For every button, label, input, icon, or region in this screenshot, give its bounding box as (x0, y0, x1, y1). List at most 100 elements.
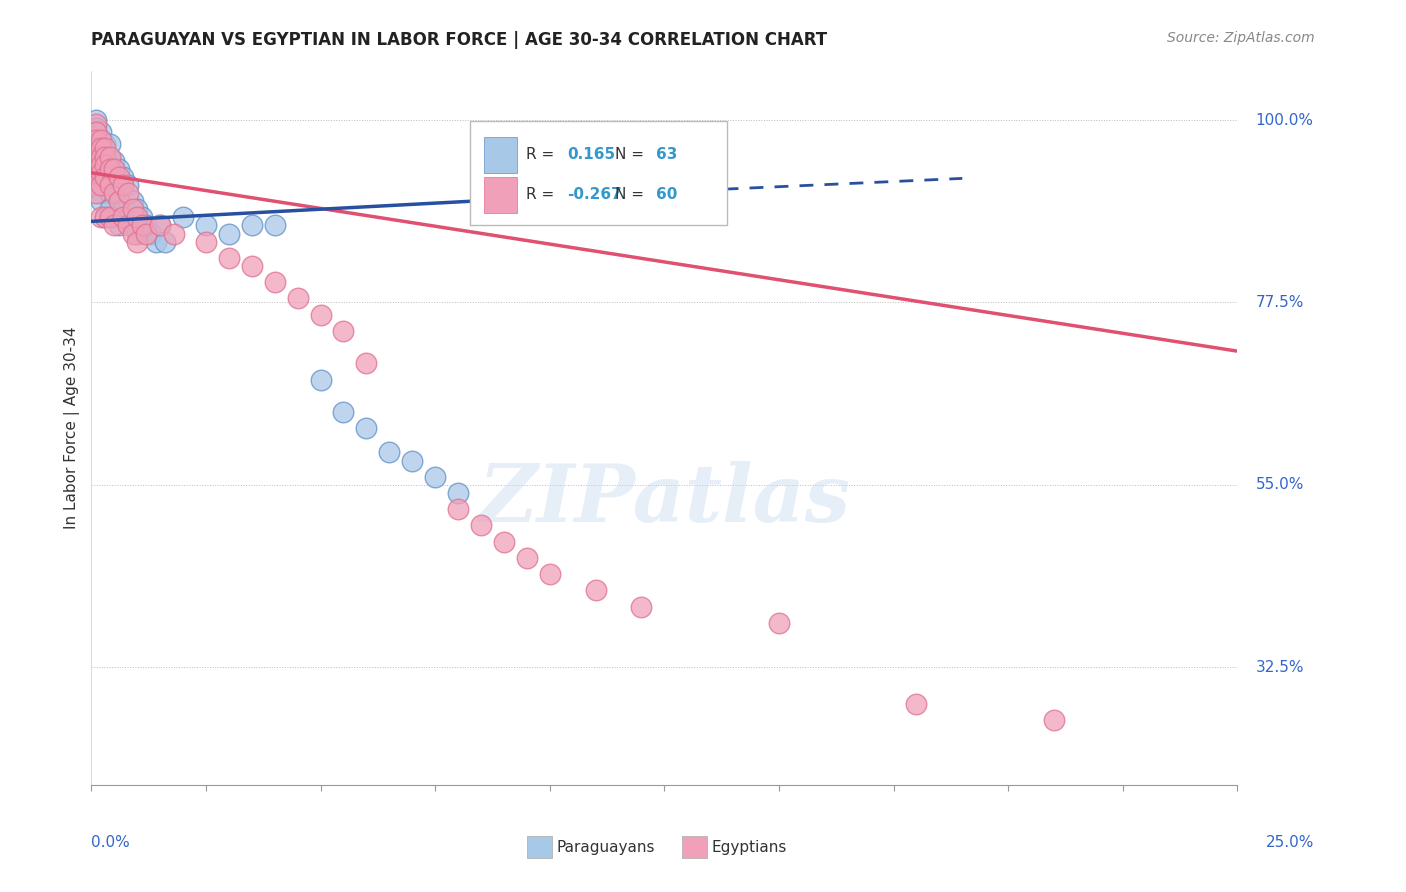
Point (108, 161, 131, 176)
Point (112, 178, 135, 192)
Bar (485, 177, 516, 212)
Point (356, 356, 378, 370)
Point (309, 308, 332, 322)
Point (98, 178, 121, 192)
Point (131, 219, 153, 233)
Point (90, 141, 112, 155)
Point (84, 133, 107, 147)
Point (117, 186, 139, 200)
Point (90, 149, 112, 163)
Point (240, 219, 263, 233)
Point (94, 211, 117, 225)
Point (194, 235, 217, 249)
Point (630, 599, 652, 614)
Point (84, 149, 107, 163)
Point (447, 486, 470, 500)
Point (98, 186, 121, 200)
Text: 32.5%: 32.5% (1256, 660, 1305, 675)
Text: 0.165: 0.165 (567, 147, 614, 162)
Point (127, 211, 149, 225)
Point (127, 227, 149, 241)
Point (84, 121, 107, 136)
Point (98, 153, 121, 168)
Point (1043, 713, 1066, 727)
Text: PARAGUAYAN VS EGYPTIAN IN LABOR FORCE | AGE 30-34 CORRELATION CHART: PARAGUAYAN VS EGYPTIAN IN LABOR FORCE | … (91, 31, 828, 49)
Point (84, 125, 107, 139)
Bar (485, 137, 516, 173)
Text: 60: 60 (657, 187, 678, 202)
Point (423, 470, 446, 484)
Point (356, 421, 378, 435)
Point (84, 169, 107, 184)
Point (401, 453, 423, 467)
Point (240, 259, 263, 273)
FancyBboxPatch shape (470, 121, 727, 225)
Point (98, 169, 121, 184)
Point (108, 186, 131, 200)
Point (94, 211, 117, 225)
Point (121, 219, 143, 233)
Text: Egyptians: Egyptians (711, 839, 787, 855)
Point (84, 166, 107, 180)
Point (90, 133, 112, 147)
Point (332, 405, 354, 419)
Point (516, 550, 538, 565)
Point (538, 567, 561, 582)
Point (84, 158, 107, 172)
Point (98, 137, 121, 152)
Text: 77.5%: 77.5% (1256, 295, 1303, 310)
Point (98, 149, 121, 163)
Point (94, 153, 117, 168)
Point (287, 292, 309, 306)
Point (309, 372, 332, 386)
Point (194, 219, 217, 233)
Point (108, 194, 131, 208)
Point (218, 227, 240, 241)
Point (84, 186, 107, 200)
Text: -0.267: -0.267 (567, 187, 621, 202)
Point (218, 251, 240, 265)
Point (84, 133, 107, 147)
Point (84, 149, 107, 163)
Point (108, 169, 131, 184)
Point (84, 137, 107, 152)
Point (103, 153, 125, 168)
Point (90, 158, 112, 172)
Point (94, 158, 117, 172)
Point (768, 615, 790, 630)
Point (103, 211, 125, 225)
Point (127, 202, 149, 217)
Point (84, 113, 107, 128)
Y-axis label: In Labor Force | Age 30-34: In Labor Force | Age 30-34 (65, 326, 80, 530)
Point (90, 149, 112, 163)
Point (378, 445, 401, 459)
Text: N =: N = (614, 147, 650, 162)
Point (94, 145, 117, 160)
Point (905, 697, 928, 711)
Point (90, 166, 112, 180)
Point (131, 211, 153, 225)
Point (84, 141, 107, 155)
Point (139, 227, 162, 241)
Point (112, 211, 135, 225)
Point (121, 227, 143, 241)
Point (90, 211, 112, 225)
Point (135, 227, 157, 241)
Point (145, 235, 167, 249)
Point (135, 219, 157, 233)
Point (117, 178, 139, 192)
Point (585, 583, 607, 598)
Point (103, 219, 125, 233)
Point (94, 141, 117, 155)
Point (90, 141, 112, 155)
Point (98, 161, 121, 176)
Point (84, 158, 107, 172)
Point (263, 219, 285, 233)
Text: Paraguayans: Paraguayans (557, 839, 655, 855)
Point (163, 227, 186, 241)
Point (84, 174, 107, 188)
Point (90, 133, 112, 147)
Point (127, 235, 149, 249)
Point (84, 117, 107, 131)
Point (149, 219, 172, 233)
